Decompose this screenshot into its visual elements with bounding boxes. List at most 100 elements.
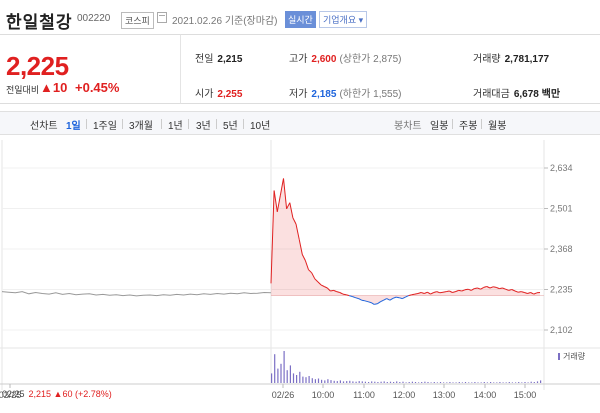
today-line-segment [502,287,506,290]
volume-bar [289,365,291,383]
today-line-segment [304,260,309,270]
stat-value: 2,185 [311,89,337,100]
stat-value: 2,215 [217,54,243,65]
today-line-segment [496,286,500,290]
today-line-segment [480,286,484,290]
tab-candle-weekly[interactable]: 주봉 [459,121,478,132]
tab-candle-daily[interactable]: 일봉 [430,121,449,132]
today-line-segment [449,290,453,293]
volume-bar [458,382,460,383]
tab-candle-monthly[interactable]: 월봉 [488,121,507,132]
tab-period-1y[interactable]: 1년 [168,121,183,132]
change-percent: +0.45% [75,80,120,95]
change-label: 전일대비 [6,85,40,95]
divider [452,119,453,129]
stat-value: 2,255 [217,89,243,100]
volume-bar [283,351,285,383]
today-line-segment [489,286,494,289]
today-line-segment [499,287,503,290]
volume-bar [402,381,404,383]
today-line-segment [446,290,450,293]
volume-bar [355,381,357,383]
today-line-segment [524,292,528,294]
footer-price: 2,215 ▲60 (+2.78%) [28,389,112,399]
volume-bar [527,382,529,383]
volume-bar [393,382,395,383]
today-line-segment [511,289,516,292]
divider [188,119,189,129]
upper-limit: (상한가 2,875) [339,54,402,65]
price-chart[interactable]: 2,634 2,501 2,368 2,235 2,102 02/25 02/26 10:00… [0,140,600,413]
volume-bar [333,380,335,383]
volume-bar [461,382,463,383]
today-line-segment [452,291,456,293]
divider [122,119,123,129]
volume-bar [452,382,454,383]
volume-legend: 거래량 [558,351,585,362]
today-line-segment [336,291,340,293]
today-line-segment [389,297,394,301]
volume-bar [330,380,332,383]
today-line-segment [276,195,281,212]
tab-line-chart[interactable]: 선차트 [30,121,58,132]
chart-footer-info: 02/25 2,215 ▲60 (+2.78%) [2,389,112,399]
today-line-segment [417,292,422,294]
footer-date: 02/25 [2,389,25,399]
today-line-segment [430,292,434,295]
today-line-segment [295,223,300,240]
x-tick-label: 12:00 [393,390,416,400]
volume-bar [530,381,532,383]
today-line-segment [273,190,278,212]
volume-bar [361,381,363,383]
volume-bar [399,382,401,383]
today-line-segment [349,295,353,297]
volume-bar [368,382,370,383]
tab-period-5y[interactable]: 5년 [223,121,238,132]
tab-period-3y[interactable]: 3년 [196,121,211,132]
today-line-segment [530,292,534,295]
today-line-segment [377,301,381,305]
today-line-segment [493,286,497,288]
tab-candle-chart[interactable]: 봉차트 [394,121,422,132]
today-line-segment [333,289,337,293]
stat-amount: 거래대금 6,678 백만 [473,85,560,100]
stat-label: 시가 [195,89,214,100]
volume-bar [374,381,376,383]
chart-canvas: 2,634 2,501 2,368 2,235 2,102 02/25 02/26 10:00… [0,140,600,400]
volume-bar [464,382,467,383]
tab-period-3m[interactable]: 3개월 [129,121,153,132]
volume-bar [418,382,420,383]
company-info-dropdown[interactable]: 기업개요 ▾ [319,11,368,28]
stat-value: 6,678 백만 [513,89,561,100]
volume-bar [274,354,276,383]
today-line-segment [367,301,372,304]
y-tick-label: 2,235 [550,285,573,295]
today-line-segment [383,298,387,301]
today-line-segment [486,286,491,289]
realtime-button[interactable]: 실시간 [285,11,316,28]
tab-period-10y[interactable]: 10년 [250,121,271,132]
today-line-segment [442,291,447,293]
tab-period-1d[interactable]: 1일 [66,121,81,132]
today-line-segment [311,272,316,280]
x-tick-label: 11:00 [353,390,375,400]
volume-bar [408,382,410,383]
stat-label: 전일 [195,54,214,65]
today-line-segment [380,299,384,303]
stock-header: 한일철강 002220 코스피 2021.02.26 기준(장마감) 실시간 기… [0,0,600,34]
today-line-segment [402,296,406,300]
today-line-segment [527,292,531,294]
prev-day-line [1,291,272,297]
today-line-segment [289,202,294,218]
stat-label: 거래량 [473,54,501,65]
today-line-segment [355,297,359,300]
volume-bar [317,378,320,383]
tab-period-1w[interactable]: 1주일 [93,121,117,132]
today-line-segment [323,286,328,289]
volume-bar [386,382,388,383]
volume-bar [524,382,526,383]
today-line-segment [458,289,462,292]
x-tick-label: 10:00 [312,390,335,400]
volume-bar [371,381,373,383]
volume-bar [311,378,313,383]
